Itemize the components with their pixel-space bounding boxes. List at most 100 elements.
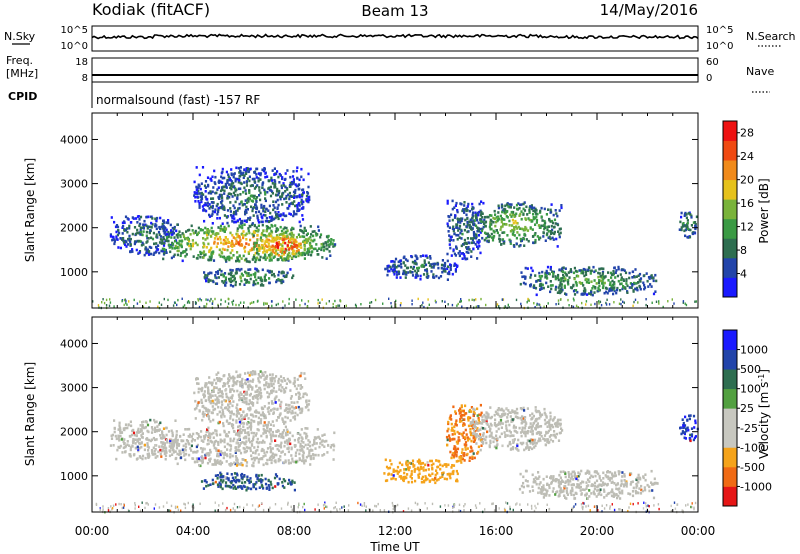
echo-cell [144,425,147,429]
echo-cell [331,242,334,245]
echo-cell [152,231,155,235]
echo-cell [304,427,307,430]
echo-cell [284,420,287,424]
echo-cell [476,211,479,215]
echo-cell [269,255,272,259]
echo-cell [128,238,131,242]
echo-cell [535,209,538,212]
echo-cell [303,239,306,243]
echo-cell [318,437,322,441]
echo-cell [290,194,293,198]
echo-cell [575,274,578,278]
echo-cell [559,287,562,291]
echo-cell [257,219,260,222]
echo-cell [148,245,151,249]
echo-cell [210,179,213,182]
echo-cell [274,216,277,220]
echo-cell [535,218,539,222]
echo-cell [622,286,625,289]
echo-cell [204,399,208,403]
echo-cell [120,431,123,434]
echo-cell [143,448,146,452]
echo-cell [412,267,415,271]
echo-cell [684,211,687,215]
echo-cell [276,252,279,256]
echo-cell [549,268,552,271]
echo-cell [129,455,132,458]
echo-cell [590,280,593,283]
echo-cell [257,422,260,426]
near-range-cell [411,299,413,302]
echo-cell [282,213,285,217]
echo-cell [207,184,210,188]
echo-cell [257,270,260,273]
echo-cell [200,192,203,195]
echo-cell [251,184,254,187]
echo-cell [276,187,279,191]
echo-cell [241,385,244,389]
echo-cell [257,441,260,445]
echo-cell [506,234,509,237]
echo-cell [463,254,466,258]
echo-cell [249,277,252,281]
echo-cell [609,281,612,284]
echo-cell [624,287,627,290]
echo-cell [268,259,271,262]
echo-cell [544,271,547,275]
echo-cell [207,415,211,418]
echo-cell [487,215,490,219]
echo-cell [215,245,218,249]
echo-cell [262,427,265,431]
echo-cell [168,454,172,458]
echo-cell [239,225,242,229]
echo-cell [274,224,277,227]
echo-cell [255,268,258,272]
echo-cell [296,177,299,180]
echo-cell [564,292,567,295]
echo-cell [270,400,273,403]
near-range-cell [538,303,540,306]
near-range-cell [427,298,429,301]
echo-cell [255,415,258,418]
echo-cell [319,235,322,239]
echo-cell [304,229,307,232]
echo-cell [259,278,262,281]
echo-cell [632,289,635,292]
echo-cell [142,223,145,226]
near-range-cell [606,298,608,301]
echo-cell [577,274,580,278]
echo-cell [281,432,284,436]
echo-cell [208,207,211,210]
echo-cell [289,461,292,465]
near-range-cell [200,299,203,302]
echo-cell [455,233,458,237]
echo-cell [290,454,293,457]
echo-cell [264,454,267,457]
echo-cell [532,212,535,216]
echo-cell [493,234,496,238]
near-range-cell [694,300,696,303]
echo-cell [249,449,252,453]
echo-cell [303,257,306,260]
echo-cell [294,406,297,409]
echo-cell [208,203,211,206]
echo-cell [211,251,214,254]
echo-cell [267,242,270,245]
echo-cell [266,447,270,450]
near-range-cell [560,298,562,301]
echo-cell [294,183,297,186]
echo-cell [295,252,298,255]
near-range-cell [263,301,265,305]
freq-panel-frame [91,57,699,83]
echo-cell [146,445,149,448]
echo-cell [239,166,242,169]
echo-cell [462,208,465,211]
echo-cell [647,285,650,288]
echo-cell [251,232,254,236]
echo-cell [429,459,432,463]
echo-cell [231,195,234,198]
echo-cell [206,408,209,412]
echo-cell [228,443,231,447]
echo-cell [285,406,288,410]
echo-cell [493,209,496,213]
